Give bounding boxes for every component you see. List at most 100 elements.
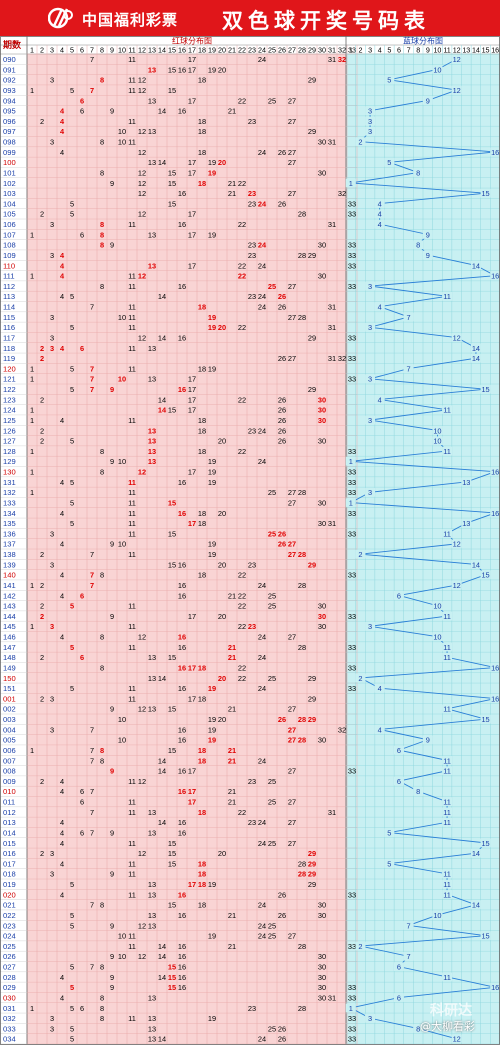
- red-ball-number: 23: [248, 292, 256, 301]
- period-label: 004: [3, 725, 16, 734]
- red-ball-number: 5: [70, 963, 74, 972]
- red-ball-number: 27: [288, 498, 296, 507]
- red-column-label: 22: [238, 46, 246, 55]
- red-ball-number: 16: [178, 890, 186, 899]
- period-label: 101: [3, 168, 16, 177]
- red-ball-number: 11: [128, 272, 136, 281]
- red-ball-number: 16: [178, 509, 186, 518]
- period-label: 015: [3, 839, 16, 848]
- blue-ball-number: 11: [443, 890, 451, 899]
- red-ball-number: 18: [198, 880, 206, 889]
- red-ball-number: 9: [110, 870, 114, 879]
- blue-ball-cell: [451, 54, 462, 64]
- red-ball-number: 6: [80, 344, 84, 353]
- blue-ball-number: 13: [462, 519, 470, 528]
- red-ball-number: 3: [50, 622, 54, 631]
- blue-column-label: 5: [387, 46, 391, 55]
- red-ball-number: 5: [70, 921, 74, 930]
- red-column-label: 19: [208, 46, 216, 55]
- red-ball-number: 1: [30, 230, 34, 239]
- red-ball-number: 13: [148, 705, 156, 714]
- red-ball-number: 29: [308, 76, 316, 85]
- red-ball-number: 17: [188, 158, 196, 167]
- blue-ball-cell: [374, 219, 385, 229]
- red-ball-number: 20: [218, 65, 226, 74]
- red-ball-number: 2: [40, 395, 44, 404]
- red-ball-number: 4: [60, 127, 65, 136]
- blue-ball-number: 12: [453, 540, 461, 549]
- red-ball-number: 7: [90, 385, 94, 394]
- blue-ball-cell: [490, 663, 500, 672]
- red-ball-number: 5: [70, 1035, 74, 1044]
- red-ball-number: 1: [30, 1004, 34, 1013]
- red-ball-number: 26: [278, 911, 286, 920]
- red-ball-number: 17: [188, 880, 196, 889]
- blue-ball-number: 15: [481, 715, 489, 724]
- red-ball-number: 22: [238, 591, 246, 600]
- red-ball-number: 12: [138, 777, 146, 786]
- red-ball-number: 33: [348, 983, 356, 992]
- period-label: 021: [3, 901, 16, 910]
- red-ball-number: 4: [60, 859, 64, 868]
- red-ball-number: 3: [50, 333, 54, 342]
- red-ball-number: 33: [348, 643, 356, 652]
- red-ball-number: 30: [318, 395, 326, 404]
- brand-name: 中国福利彩票: [82, 11, 179, 29]
- red-ball-number: 30: [318, 602, 326, 611]
- red-ball-number: 28: [298, 210, 306, 219]
- blue-ball-cell: [374, 199, 385, 208]
- red-ball-number: 18: [198, 870, 206, 879]
- red-ball-number: 15: [168, 746, 176, 755]
- blue-ball-cell: [355, 549, 366, 559]
- red-ball-number: 27: [288, 313, 296, 322]
- red-ball-number: 28: [298, 715, 306, 724]
- red-ball-number: 24: [258, 684, 266, 693]
- red-ball-number: 27: [288, 839, 296, 848]
- blue-ball-number: 1: [349, 498, 353, 507]
- blue-ball-cell: [413, 168, 424, 177]
- red-ball-number: 11: [128, 323, 136, 332]
- red-ball-number: 15: [168, 529, 176, 538]
- blue-ball-number: 11: [443, 818, 451, 827]
- blue-ball-cell: [480, 714, 491, 724]
- red-ball-number: 13: [148, 1014, 156, 1023]
- red-ball-number: 19: [208, 65, 216, 74]
- period-label: 138: [3, 550, 16, 559]
- red-ball-number: 16: [178, 725, 186, 734]
- red-ball-number: 17: [188, 663, 196, 672]
- red-ball-number: 22: [238, 395, 246, 404]
- red-ball-number: 8: [100, 468, 104, 477]
- red-ball-number: 27: [288, 767, 296, 776]
- red-ball-number: 18: [198, 663, 206, 672]
- red-ball-number: 7: [90, 746, 94, 755]
- red-ball-number: 16: [178, 478, 186, 487]
- red-ball-number: 2: [40, 354, 44, 363]
- blue-ball-cell: [413, 1024, 424, 1033]
- blue-ball-cell: [403, 951, 414, 961]
- red-column-label: 32: [338, 46, 346, 55]
- blue-ball-cell: [393, 745, 404, 755]
- blue-ball-cell: [442, 807, 453, 817]
- period-label: 108: [3, 241, 16, 250]
- red-ball-number: 6: [80, 828, 84, 837]
- red-ball-number: 30: [318, 973, 326, 982]
- period-label: 136: [3, 529, 16, 538]
- red-ball-number: 19: [208, 457, 216, 466]
- blue-ball-cell: [451, 85, 462, 95]
- red-ball-number: 28: [298, 581, 306, 590]
- period-label: 011: [3, 798, 15, 807]
- red-ball-number: 28: [298, 643, 306, 652]
- red-ball-number: 4: [60, 272, 65, 281]
- blue-header: 蓝球分布图: [403, 36, 443, 46]
- red-ball-number: 25: [268, 488, 276, 497]
- red-ball-number: 22: [238, 96, 246, 105]
- red-ball-number: 10: [118, 375, 126, 384]
- red-ball-number: 4: [60, 818, 64, 827]
- blue-ball-number: 11: [443, 767, 451, 776]
- red-ball-number: 16: [178, 818, 186, 827]
- blue-ball-number: 16: [491, 663, 499, 672]
- red-ball-number: 21: [228, 653, 236, 662]
- period-label: 147: [3, 643, 16, 652]
- red-ball-number: 11: [128, 932, 136, 941]
- red-ball-number: 11: [128, 313, 136, 322]
